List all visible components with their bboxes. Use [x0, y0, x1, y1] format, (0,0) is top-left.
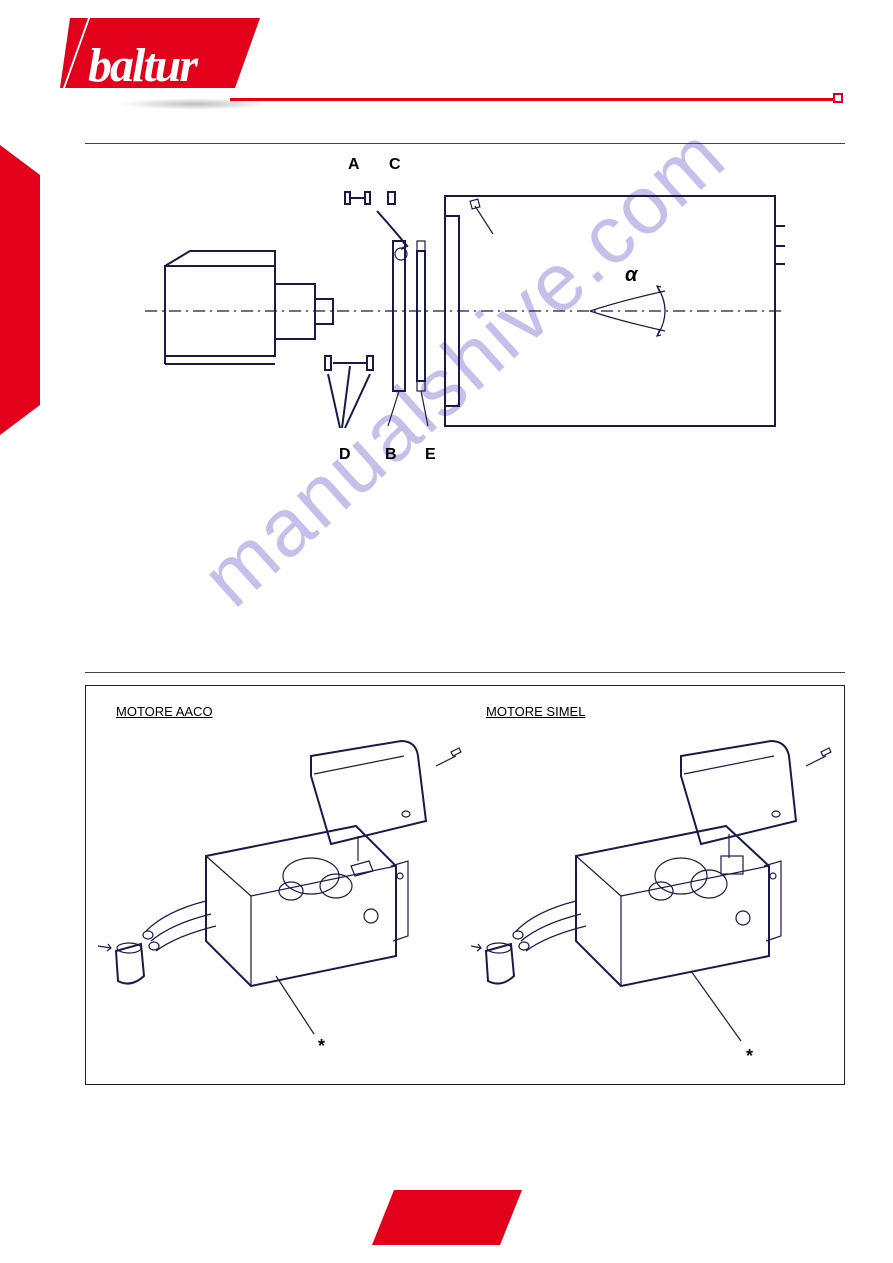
spacer	[85, 484, 845, 664]
section-rule-top	[85, 143, 845, 144]
brand-logo: baltur	[50, 18, 250, 98]
motor-diagram-aaco	[96, 726, 436, 1056]
assembly-svg	[145, 156, 785, 466]
diagram-label-alpha: α	[625, 264, 637, 287]
content-area: A C D B E α MOTORE AACO MOTORE SIMEL	[85, 135, 845, 1085]
motor-comparison-box: MOTORE AACO MOTORE SIMEL	[85, 685, 845, 1085]
asterisk-right: *	[746, 1046, 753, 1067]
diagram-label-b: B	[385, 446, 397, 464]
footer-tab	[372, 1190, 522, 1245]
diagram-label-a: A	[348, 156, 360, 174]
motor-label-aaco: MOTORE AACO	[116, 704, 213, 719]
section-rule-mid	[85, 672, 845, 673]
header-end-square	[833, 93, 843, 103]
diagram-label-e: E	[425, 446, 436, 464]
asterisk-left: *	[318, 1036, 325, 1057]
left-accent-bar	[0, 145, 40, 435]
assembly-diagram: A C D B E α	[145, 156, 785, 476]
motor-label-simel: MOTORE SIMEL	[486, 704, 585, 719]
logo-text: baltur	[88, 38, 196, 93]
diagram-label-d: D	[339, 446, 351, 464]
header-rule	[230, 98, 840, 101]
motor-diagram-simel	[471, 726, 811, 1056]
page-header: baltur	[0, 0, 893, 110]
diagram-label-c: C	[389, 156, 401, 174]
